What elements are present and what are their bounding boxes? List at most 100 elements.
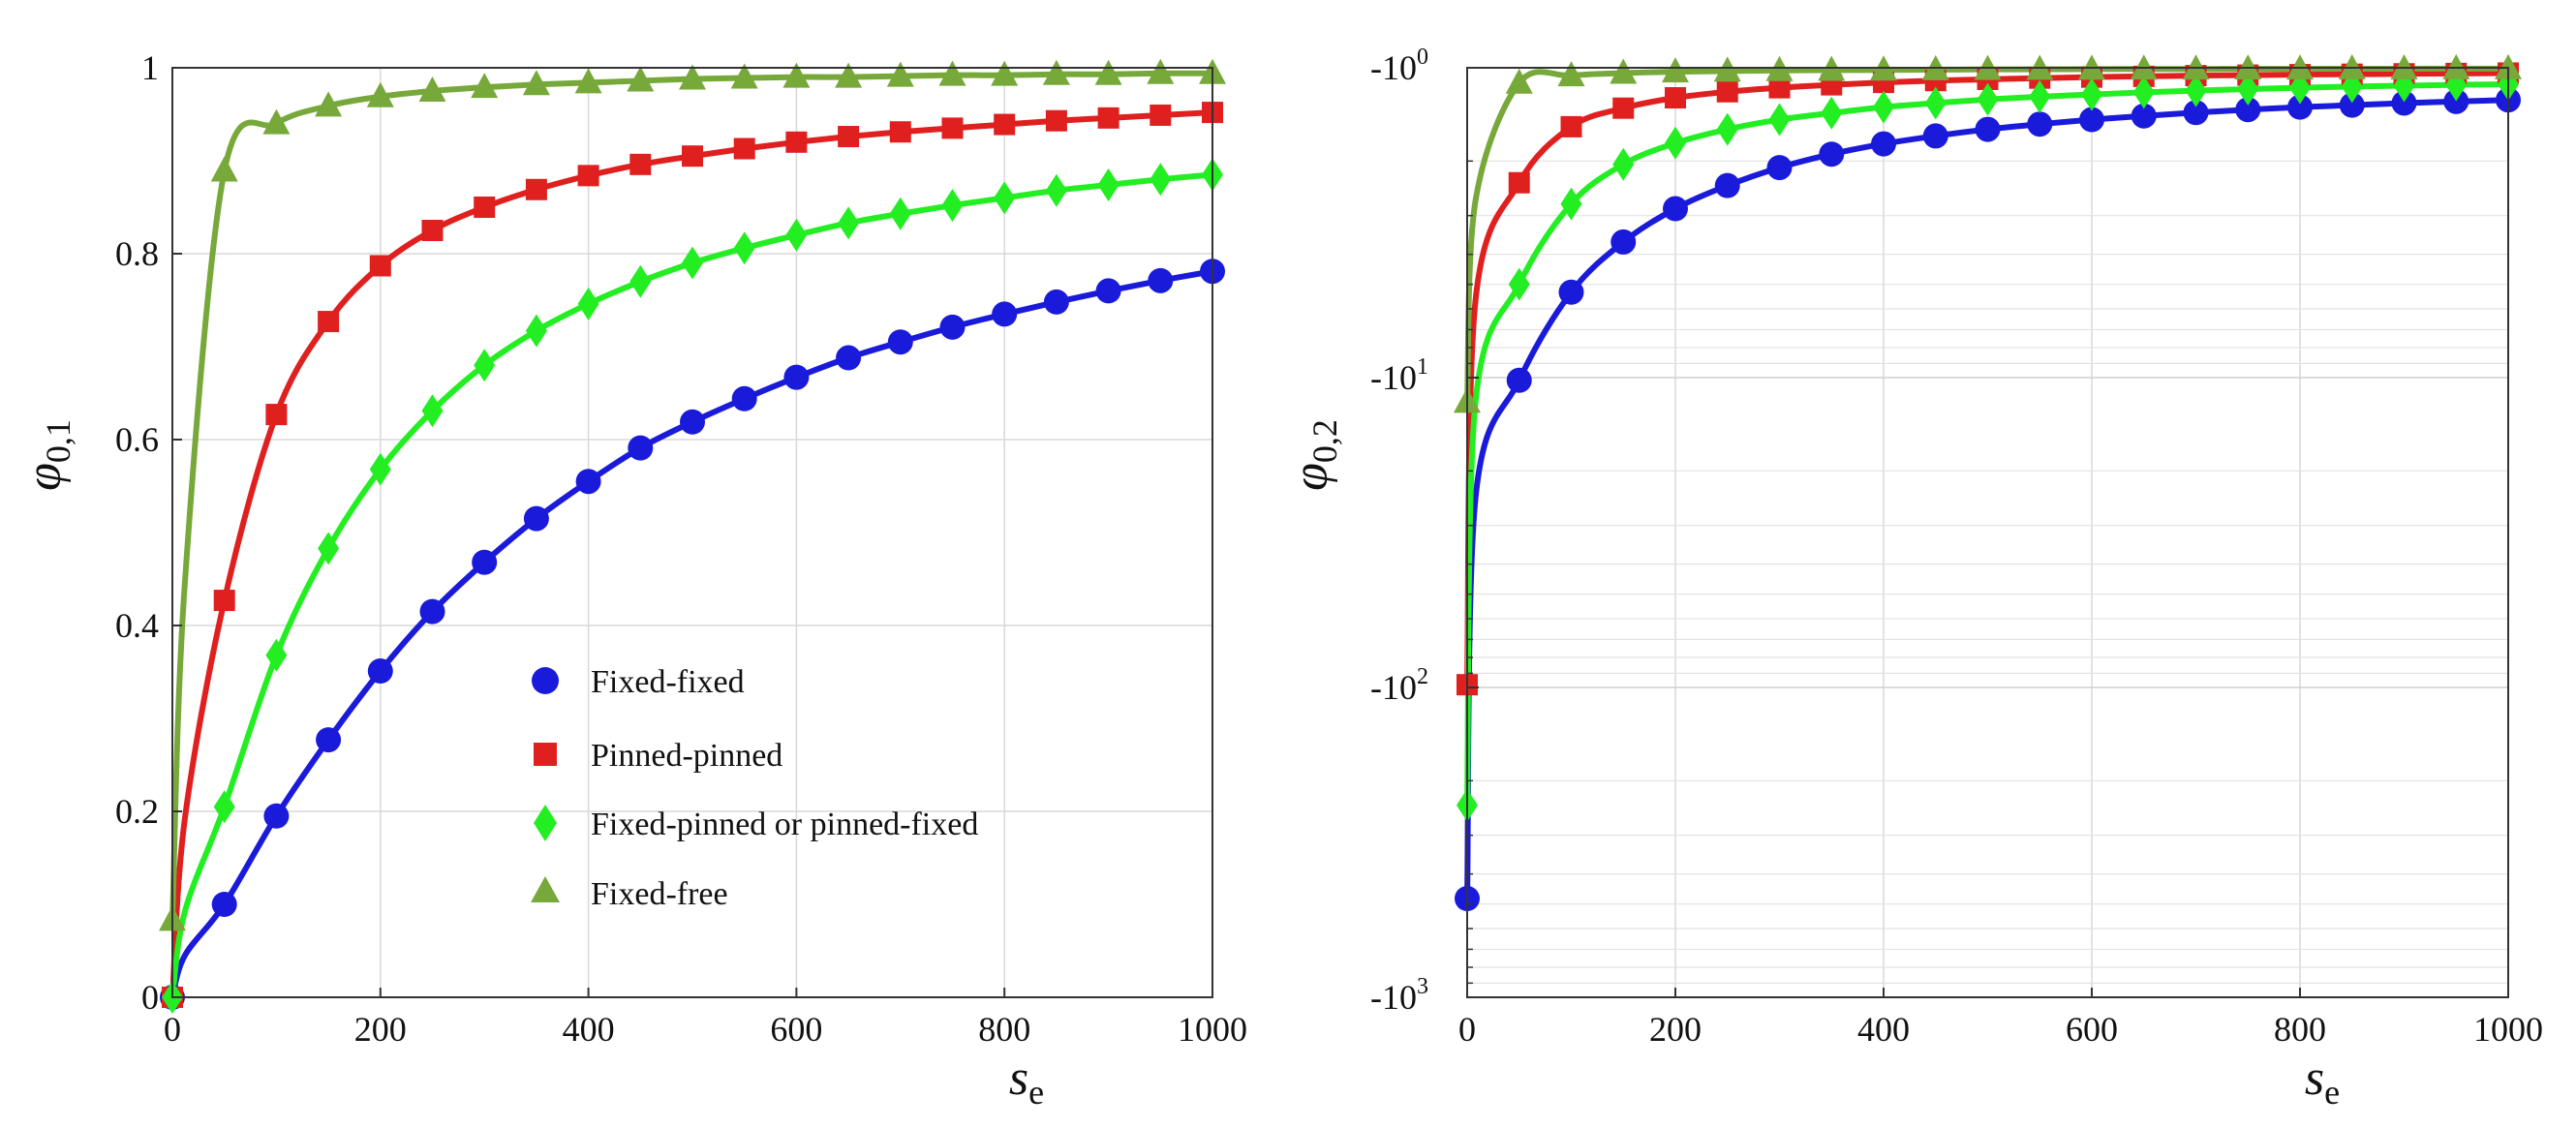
y-tick-label: -102 xyxy=(1370,664,1428,707)
data-point-s3-3 xyxy=(315,91,343,117)
y-ticks-left: 0 0.2 0.4 0.6 0.8 1 xyxy=(115,48,182,1017)
data-point-s1-5 xyxy=(421,220,444,241)
data-point-s0-14 xyxy=(2183,100,2209,126)
data-point-s3-6 xyxy=(471,73,499,99)
data-point-s2-4 xyxy=(369,452,391,486)
data-point-s0-4 xyxy=(367,658,393,685)
data-point-s0-9 xyxy=(1922,123,1948,149)
data-point-s3-18 xyxy=(2390,53,2418,79)
legend-marker-triangle xyxy=(531,876,560,902)
data-point-s0-15 xyxy=(939,314,966,340)
data-point-s2-15 xyxy=(941,189,964,223)
data-point-s2-4 xyxy=(1665,126,1686,160)
data-point-s3-11 xyxy=(730,63,758,89)
y-tick-label: -103 xyxy=(1370,974,1428,1017)
data-point-s3-2 xyxy=(1557,61,1585,87)
legend-label-fixed-free: Fixed-free xyxy=(591,876,728,912)
legend-label-pinned-pinned: Pinned-pinned xyxy=(591,738,782,774)
data-point-s3-5 xyxy=(418,76,446,102)
data-point-s0-12 xyxy=(2079,107,2104,133)
x-tick-label: 600 xyxy=(770,1010,822,1049)
x-tick-label: 200 xyxy=(1649,1010,1702,1049)
legend-marker-diamond xyxy=(534,805,557,841)
data-point-s0-4 xyxy=(1663,196,1688,222)
data-point-s3-19 xyxy=(1147,58,1175,84)
y-ticks-right: -100 -101 -102 -103 xyxy=(1370,45,1479,1017)
y-tick-label: 0.4 xyxy=(115,606,159,645)
data-point-s2-8 xyxy=(1873,90,1894,124)
data-point-s2-8 xyxy=(577,287,599,320)
data-point-s2-6 xyxy=(1768,103,1791,137)
data-point-s0-3 xyxy=(1610,229,1637,255)
data-point-s1-5 xyxy=(1716,80,1738,103)
markers-right xyxy=(1454,53,2522,911)
data-point-s2-1 xyxy=(1508,267,1530,301)
data-point-s1-4 xyxy=(1665,87,1686,109)
data-point-s2-19 xyxy=(1150,163,1172,197)
y-tick-label: 0.2 xyxy=(115,792,159,831)
data-point-s1-7 xyxy=(525,178,547,200)
data-point-s0-8 xyxy=(575,469,601,495)
data-point-s2-10 xyxy=(682,246,703,280)
data-point-s3-14 xyxy=(886,61,914,87)
data-point-s0-7 xyxy=(1819,141,1845,168)
x-tick-label: 0 xyxy=(164,1010,181,1049)
data-point-s2-3 xyxy=(318,532,340,565)
data-point-s1-11 xyxy=(733,137,755,160)
data-point-s2-12 xyxy=(2081,77,2102,111)
y-tick-label: -101 xyxy=(1370,354,1428,397)
data-point-s3-15 xyxy=(938,60,966,86)
data-point-s2-6 xyxy=(474,349,496,382)
x-ticks-left: 0 200 400 600 800 1000 xyxy=(164,988,1247,1049)
data-point-s3-19 xyxy=(2442,53,2470,79)
data-point-s1-15 xyxy=(941,117,964,139)
data-point-s2-5 xyxy=(421,394,444,428)
y-tick-label: 0 xyxy=(141,978,159,1017)
data-point-s1-4 xyxy=(369,255,391,277)
axes-frame-left xyxy=(171,67,1213,998)
data-point-s1-18 xyxy=(1097,107,1119,129)
y-axis-label-left: φ0,1 xyxy=(16,419,77,491)
data-point-s2-16 xyxy=(994,181,1016,215)
data-point-s0-9 xyxy=(628,435,654,461)
data-point-s3-2 xyxy=(262,108,291,135)
data-point-s2-5 xyxy=(1716,112,1738,146)
data-point-s0-2 xyxy=(263,803,290,829)
legend-item-fixed-free: Fixed-free xyxy=(531,876,728,912)
data-point-s0-13 xyxy=(836,345,862,371)
data-point-s3-17 xyxy=(1042,59,1070,85)
data-point-s2-13 xyxy=(2132,76,2155,109)
data-point-s2-2 xyxy=(1560,187,1582,221)
x-tick-label: 400 xyxy=(563,1010,615,1049)
x-tick-label: 400 xyxy=(1857,1010,1910,1049)
x-tick-label: 200 xyxy=(354,1010,407,1049)
data-point-s1-13 xyxy=(838,126,860,148)
x-tick-label: 800 xyxy=(978,1010,1030,1049)
data-point-s3-1 xyxy=(210,156,238,182)
legend-label-fixed-pinned: Fixed-pinned or pinned-fixed xyxy=(591,807,978,842)
legend-marker-circle xyxy=(532,667,559,694)
data-point-s2-18 xyxy=(1097,168,1119,201)
data-point-s0-15 xyxy=(2235,97,2261,123)
data-point-s0-3 xyxy=(316,727,342,753)
data-point-s0-8 xyxy=(1871,131,1896,157)
data-point-s1-6 xyxy=(1768,76,1791,99)
y-tick-label: 1 xyxy=(141,48,159,87)
data-point-s1-17 xyxy=(1045,109,1067,132)
x-tick-label: 0 xyxy=(1458,1010,1476,1049)
data-point-s0-2 xyxy=(1558,279,1584,305)
data-point-s0-11 xyxy=(2027,111,2053,137)
data-point-s3-13 xyxy=(835,62,863,88)
curves-right xyxy=(1464,65,2509,899)
data-point-s2-11 xyxy=(2029,79,2051,113)
data-point-s0-18 xyxy=(1095,278,1121,304)
legend-item-fixed-fixed: Fixed-fixed xyxy=(532,664,745,700)
data-point-s2-16 xyxy=(2289,71,2311,105)
data-point-s3-4 xyxy=(1662,57,1689,83)
data-point-s2-9 xyxy=(629,264,652,298)
data-point-s2-1 xyxy=(213,790,235,824)
data-point-s3-9 xyxy=(627,66,655,92)
data-point-s3-17 xyxy=(2338,53,2366,79)
data-point-s0-19 xyxy=(1148,267,1174,293)
